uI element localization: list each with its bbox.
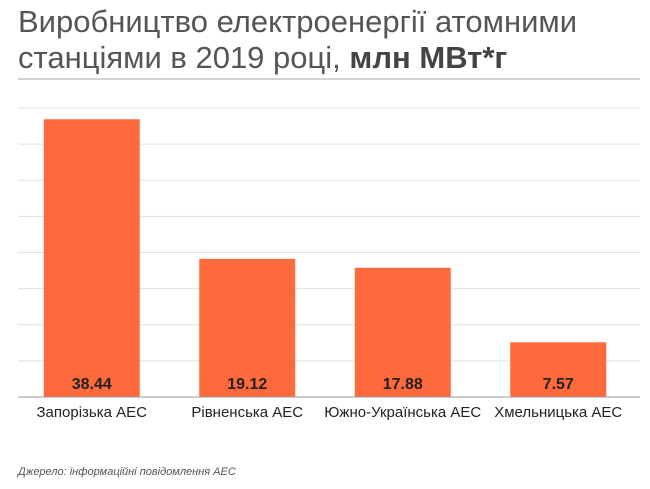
data-label: 7.57 bbox=[543, 376, 574, 393]
bar bbox=[199, 258, 296, 397]
data-label: 38.44 bbox=[72, 376, 112, 393]
data-label: 19.12 bbox=[227, 376, 267, 393]
bar bbox=[510, 342, 607, 397]
category-label: Южно-Українська АЕС bbox=[324, 404, 481, 421]
chart-title-main: Виробництво електроенергії атомними стан… bbox=[18, 4, 578, 75]
data-label: 17.88 bbox=[383, 376, 423, 393]
bar bbox=[43, 119, 140, 398]
source-note: Джерело: інформаційні повідомлення АЕС bbox=[18, 466, 236, 478]
category-label: Запорізька АЕС bbox=[37, 404, 148, 421]
title-divider bbox=[18, 78, 640, 80]
bar-chart: 38.44 Запорізька АЕС 19.12 Рівненська АЕС 17… bbox=[18, 107, 640, 421]
category-label: Хмельницька АЕС bbox=[494, 404, 622, 421]
category-label: Рівненська АЕС bbox=[191, 404, 303, 421]
bar bbox=[354, 267, 451, 397]
chart-title-unit: млн МВт*г bbox=[349, 40, 508, 75]
chart-title: Виробництво електроенергії атомними стан… bbox=[18, 4, 638, 76]
